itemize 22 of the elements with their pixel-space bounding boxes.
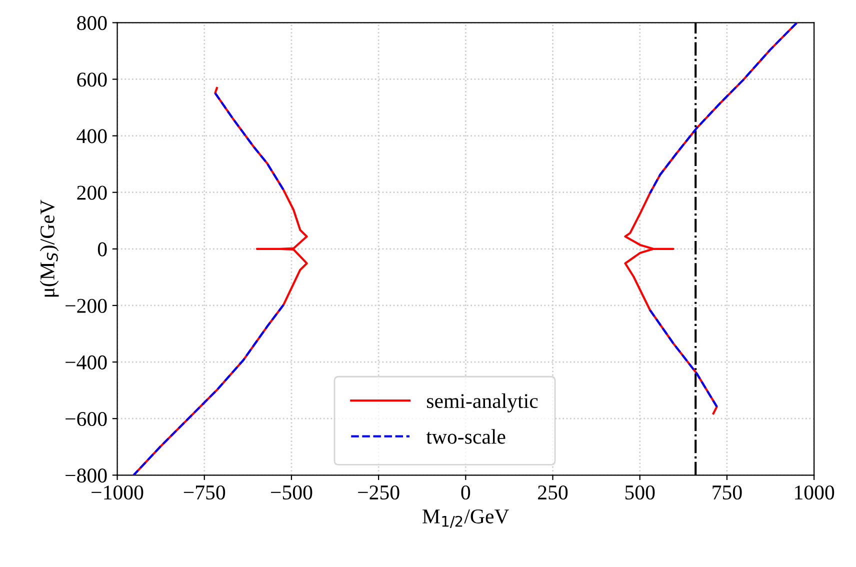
y-tick-label: 800 — [77, 16, 107, 30]
legend-label: two-scale — [426, 429, 506, 444]
y-tick-label: −400 — [66, 355, 107, 370]
x-tick-label: −1000 — [92, 485, 144, 500]
y-tick-label: −800 — [66, 468, 107, 483]
y-tick-label: 400 — [76, 129, 107, 144]
x-axis-title: M$_{1/2}$/GeV — [422, 509, 510, 528]
x-tick-label: −750 — [184, 485, 226, 500]
x-tick-label: 750 — [712, 485, 742, 500]
y-tick-label: −200 — [66, 298, 107, 313]
y-tick-label: −600 — [66, 412, 107, 426]
y-tick-label: 600 — [77, 72, 107, 87]
x-tick-label: 250 — [538, 485, 568, 500]
y-axis-title: μ(M$_{S}$)/GeV — [40, 200, 59, 297]
x-tick-label: 1000 — [795, 485, 834, 500]
y-tick-label: 0 — [98, 242, 107, 256]
x-tick-label: −250 — [358, 485, 400, 500]
x-tick-label: 500 — [625, 485, 655, 500]
y-tick-label: 200 — [77, 186, 107, 200]
x-tick-label: −500 — [271, 485, 312, 500]
x-tick-label: 0 — [461, 485, 470, 500]
legend-label: semi-analytic — [427, 393, 538, 412]
